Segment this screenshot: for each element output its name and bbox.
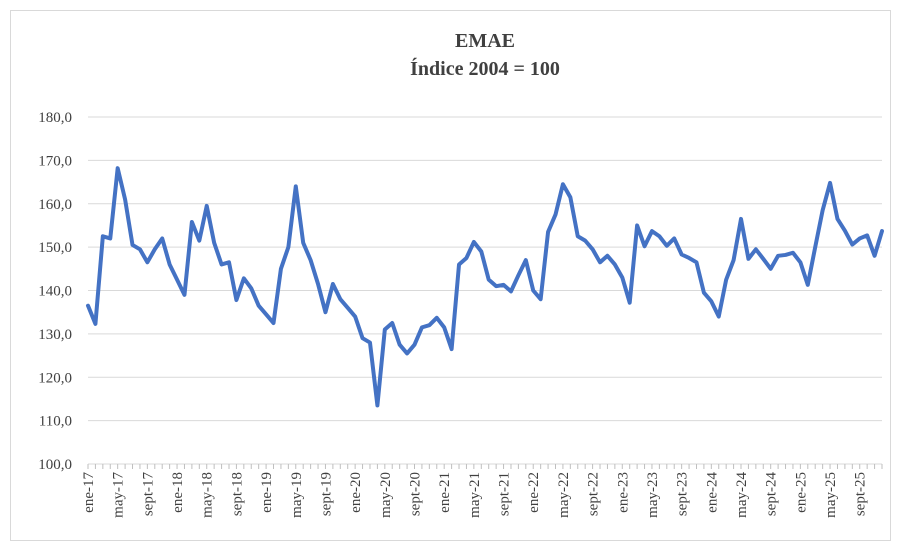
chart-title: EMAE xyxy=(455,30,515,52)
y-tick-label: 160,0 xyxy=(38,197,72,213)
x-tick-label: may-21 xyxy=(467,472,483,518)
x-tick-label: sept-17 xyxy=(140,472,156,517)
y-tick-label: 120,0 xyxy=(38,370,72,386)
x-tick-label: may-20 xyxy=(378,472,394,518)
x-tick-label: sept-25 xyxy=(853,472,869,516)
x-tick-label: ene-21 xyxy=(437,472,453,513)
x-tick-label: ene-22 xyxy=(526,472,542,513)
x-tick-label: ene-25 xyxy=(793,472,809,513)
y-tick-label: 140,0 xyxy=(38,284,72,300)
x-tick-label: may-24 xyxy=(734,472,750,518)
x-tick-label: sept-20 xyxy=(408,472,424,516)
x-tick-label: sept-18 xyxy=(229,472,245,516)
x-tick-label: sept-22 xyxy=(586,472,602,516)
chart-border xyxy=(10,10,891,541)
x-tick-label: may-19 xyxy=(289,472,305,518)
x-tick-label: ene-18 xyxy=(170,472,186,513)
x-tick-label: may-23 xyxy=(645,472,661,518)
x-tick-label: may-22 xyxy=(556,472,572,518)
y-tick-label: 180,0 xyxy=(38,110,72,126)
y-tick-label: 170,0 xyxy=(38,153,72,169)
data-line xyxy=(86,166,884,408)
y-tick-label: 150,0 xyxy=(38,240,72,256)
x-tick-label: may-18 xyxy=(200,472,216,518)
x-tick-label: ene-23 xyxy=(615,472,631,513)
y-tick-label: 130,0 xyxy=(38,327,72,343)
x-tick-label: may-25 xyxy=(823,472,839,518)
x-tick-label: may-17 xyxy=(111,472,127,518)
y-tick-label: 100,0 xyxy=(38,457,72,473)
x-tick-label: ene-19 xyxy=(259,472,275,513)
x-tick-label: sept-21 xyxy=(497,472,513,516)
y-tick-label: 110,0 xyxy=(39,414,72,430)
chart-subtitle: Índice 2004 = 100 xyxy=(410,57,560,80)
x-tick-label: sept-23 xyxy=(675,472,691,516)
x-tick-label: ene-24 xyxy=(704,472,720,513)
x-tick-label: ene-17 xyxy=(81,472,97,513)
x-tick-label: sept-24 xyxy=(764,472,780,517)
x-tick-label: sept-19 xyxy=(318,472,334,516)
x-tick-label: ene-20 xyxy=(348,472,364,513)
